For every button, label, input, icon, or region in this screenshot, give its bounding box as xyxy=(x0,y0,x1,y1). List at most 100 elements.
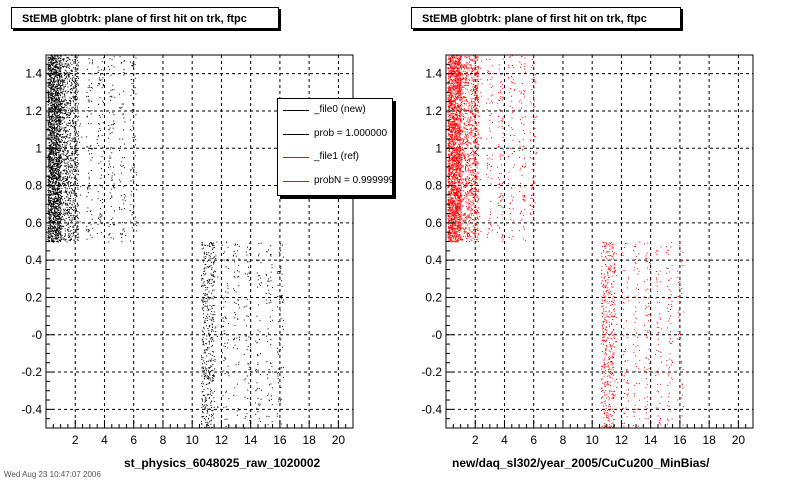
scatter-point xyxy=(48,62,50,64)
scatter-point xyxy=(454,197,456,199)
scatter-point xyxy=(57,117,59,119)
scatter-point xyxy=(53,153,55,155)
scatter-point xyxy=(51,151,53,153)
scatter-point xyxy=(51,63,53,65)
scatter-point xyxy=(52,82,54,83)
scatter-point xyxy=(49,217,51,218)
scatter-point xyxy=(48,190,50,192)
scatter-point xyxy=(55,74,57,76)
scatter-point xyxy=(50,214,52,216)
scatter-point xyxy=(51,142,53,144)
scatter-point xyxy=(55,69,57,70)
scatter-point xyxy=(58,157,60,159)
scatter-point xyxy=(58,84,60,86)
scatter-point xyxy=(53,234,55,235)
scatter-point xyxy=(56,103,58,105)
scatter-point xyxy=(57,77,59,79)
scatter-point xyxy=(50,71,52,73)
scatter-point xyxy=(58,75,60,76)
scatter-point xyxy=(52,111,53,113)
scatter-point xyxy=(48,189,50,191)
scatter-point xyxy=(59,228,61,230)
scatter-point xyxy=(55,123,57,125)
scatter-point xyxy=(58,92,59,94)
scatter-point xyxy=(51,197,53,199)
scatter-point xyxy=(60,89,62,91)
scatter-point xyxy=(54,226,56,228)
scatter-point xyxy=(47,85,49,87)
scatter-point xyxy=(455,170,457,172)
scatter-point xyxy=(54,201,56,203)
scatter-point xyxy=(50,111,52,113)
scatter-point xyxy=(58,160,59,162)
scatter-point xyxy=(54,182,56,184)
scatter-point xyxy=(59,187,61,189)
scatter-point xyxy=(56,173,58,174)
scatter-point xyxy=(49,161,51,163)
scatter-point xyxy=(58,159,60,161)
scatter-point xyxy=(58,104,60,106)
scatter-point xyxy=(55,72,57,73)
scatter-point xyxy=(49,59,51,61)
scatter-point xyxy=(47,116,49,118)
scatter-point xyxy=(456,112,458,113)
scatter-point xyxy=(459,143,461,145)
scatter-point xyxy=(53,78,55,80)
scatter-point xyxy=(55,176,57,178)
scatter-point xyxy=(48,184,50,186)
scatter-point xyxy=(55,212,56,214)
scatter-point xyxy=(57,223,59,225)
scatter-point xyxy=(60,101,62,103)
scatter-point xyxy=(51,71,53,73)
scatter-point xyxy=(59,202,61,203)
scatter-point xyxy=(58,73,60,75)
scatter-point xyxy=(58,138,60,140)
scatter-point xyxy=(48,74,50,76)
scatter-point xyxy=(50,121,52,123)
scatter-point xyxy=(58,57,60,59)
scatter-point xyxy=(52,176,54,178)
scatter-point xyxy=(55,234,57,236)
scatter-point xyxy=(54,221,56,223)
scatter-point xyxy=(59,110,61,112)
scatter-point xyxy=(55,238,57,240)
scatter-point xyxy=(48,213,50,215)
scatter-point xyxy=(49,192,51,194)
scatter-point xyxy=(53,90,55,92)
scatter-point xyxy=(52,58,54,59)
scatter-point xyxy=(49,201,51,202)
scatter-point xyxy=(57,172,59,174)
scatter-point xyxy=(59,214,61,216)
scatter-point xyxy=(50,130,52,132)
scatter-point xyxy=(52,175,53,177)
scatter-point xyxy=(59,153,61,155)
scatter-point xyxy=(49,166,51,168)
scatter-point xyxy=(51,133,53,135)
scatter-point xyxy=(54,128,55,130)
scatter-point xyxy=(51,57,53,59)
scatter-point xyxy=(47,79,49,81)
scatter-point xyxy=(59,145,61,147)
scatter-point xyxy=(53,213,55,215)
scatter-point xyxy=(50,161,52,162)
scatter-point xyxy=(50,173,51,175)
scatter-point xyxy=(59,114,61,116)
scatter-point xyxy=(51,178,52,180)
scatter-point xyxy=(57,188,59,190)
scatter-point xyxy=(50,177,52,178)
scatter-point xyxy=(53,198,55,200)
scatter-point xyxy=(57,174,59,176)
scatter-point xyxy=(59,93,61,95)
scatter-point xyxy=(55,232,57,234)
scatter-point xyxy=(53,104,55,106)
scatter-point xyxy=(58,66,60,68)
scatter-point xyxy=(50,205,52,207)
scatter-point xyxy=(56,232,58,234)
scatter-point xyxy=(56,200,58,202)
scatter-point xyxy=(49,164,51,166)
scatter-point xyxy=(50,144,52,146)
scatter-point xyxy=(53,106,55,107)
scatter-point xyxy=(48,201,50,202)
scatter-point xyxy=(50,197,52,199)
scatter-point xyxy=(53,197,55,199)
